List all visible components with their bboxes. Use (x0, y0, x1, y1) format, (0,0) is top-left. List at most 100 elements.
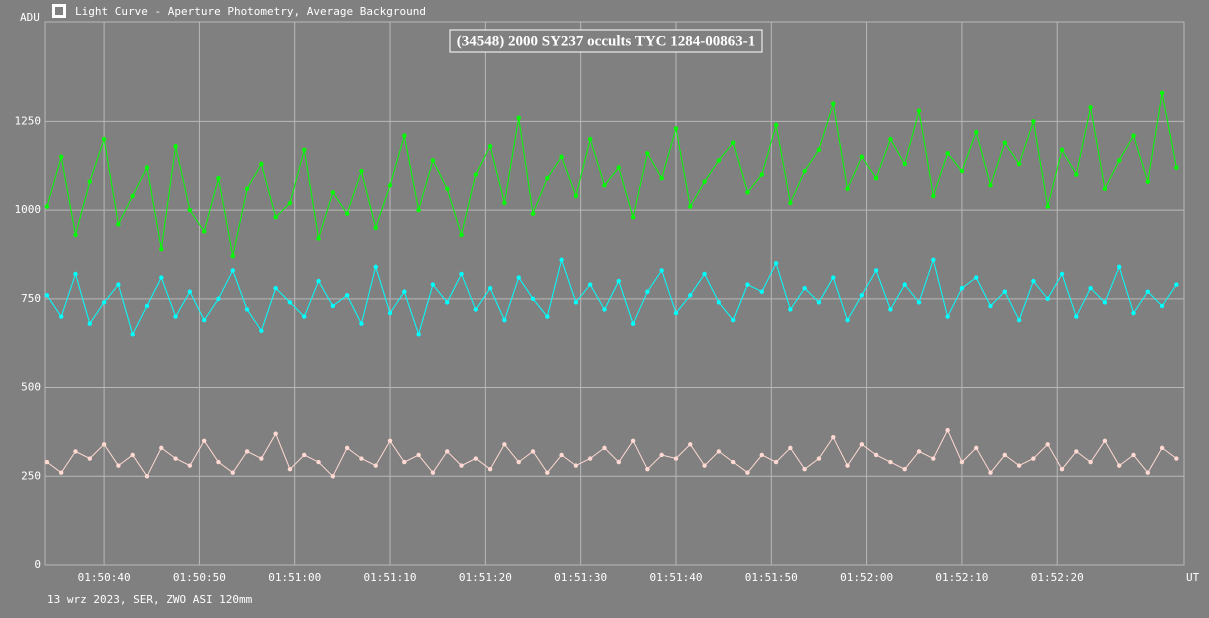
data-point (816, 456, 822, 461)
data-point (373, 225, 378, 231)
data-point (502, 317, 507, 323)
data-point (416, 332, 421, 337)
data-point (1059, 271, 1065, 277)
data-point (173, 144, 178, 149)
data-point (173, 314, 178, 319)
data-point (445, 186, 450, 192)
data-point (859, 293, 865, 298)
data-point (459, 463, 464, 468)
x-tick-label: 01:51:10 (364, 571, 417, 584)
data-point (244, 307, 250, 312)
data-point (802, 168, 807, 174)
x-tick-label: 01:50:40 (78, 571, 131, 584)
data-point (1045, 442, 1050, 447)
data-point (759, 289, 764, 294)
data-point (845, 463, 850, 468)
data-point (816, 147, 822, 152)
data-point (430, 470, 436, 475)
data-point (1088, 285, 1093, 291)
data-point (1145, 470, 1150, 475)
data-point (73, 271, 78, 277)
data-point (259, 456, 264, 461)
data-point (902, 161, 907, 167)
data-point (945, 151, 950, 156)
data-point (359, 456, 364, 461)
data-point (59, 154, 64, 160)
data-point (430, 282, 436, 287)
data-point (244, 449, 250, 454)
data-point (802, 466, 807, 472)
y-tick-label: 500 (21, 381, 41, 394)
data-point (201, 438, 207, 443)
window-title: Light Curve - Aperture Photometry, Avera… (75, 5, 426, 18)
data-point (1016, 463, 1022, 468)
data-point (187, 289, 193, 294)
x-tick-label: 01:51:00 (268, 571, 321, 584)
data-point (988, 183, 993, 188)
title-box (449, 29, 763, 53)
data-point (702, 179, 707, 184)
data-point (1174, 282, 1179, 287)
data-point (330, 190, 336, 195)
data-point (759, 172, 764, 177)
data-point (359, 321, 364, 326)
data-point (130, 452, 135, 458)
data-point (716, 300, 722, 305)
data-point (101, 442, 107, 447)
data-point (545, 470, 550, 475)
data-point (230, 268, 235, 273)
data-point (802, 285, 807, 291)
data-point (659, 175, 664, 181)
data-point (73, 449, 78, 454)
data-point (630, 438, 636, 443)
data-point (916, 300, 922, 305)
data-point (630, 321, 636, 326)
data-point (344, 445, 350, 451)
data-point (645, 289, 650, 294)
data-point (259, 161, 264, 167)
data-point (44, 293, 50, 298)
y-tick-label: 250 (21, 469, 41, 482)
data-point (974, 129, 979, 135)
data-point (1031, 456, 1036, 461)
data-point (387, 183, 393, 188)
data-point (888, 307, 893, 312)
data-point (873, 268, 879, 273)
data-point (545, 314, 550, 319)
data-point (1102, 186, 1108, 192)
data-point (1002, 289, 1008, 294)
data-point (373, 264, 378, 270)
data-point (1131, 133, 1136, 138)
data-point (831, 101, 836, 106)
data-point (44, 204, 50, 209)
plot-area (44, 22, 1184, 566)
data-point (130, 332, 135, 337)
data-point (974, 275, 979, 280)
data-point (387, 438, 393, 443)
data-point (44, 459, 50, 465)
data-point (573, 463, 579, 468)
x-tick-label: 01:52:00 (840, 571, 893, 584)
data-point (502, 200, 507, 206)
data-point (988, 470, 993, 475)
data-point (888, 459, 893, 465)
data-point (602, 183, 607, 188)
data-point (402, 133, 407, 138)
data-point (873, 452, 879, 458)
data-point (1145, 179, 1150, 184)
data-point (330, 474, 336, 479)
data-point (101, 136, 107, 142)
data-point (831, 435, 836, 440)
data-point (645, 151, 650, 156)
data-point (559, 154, 564, 160)
data-point (831, 275, 836, 280)
data-point (416, 207, 421, 213)
data-point (788, 307, 793, 312)
data-point (130, 193, 135, 199)
data-point (216, 175, 221, 181)
data-point (344, 211, 350, 216)
data-point (316, 459, 321, 465)
data-point (959, 285, 965, 291)
data-point (1074, 172, 1079, 177)
data-point (616, 165, 621, 170)
